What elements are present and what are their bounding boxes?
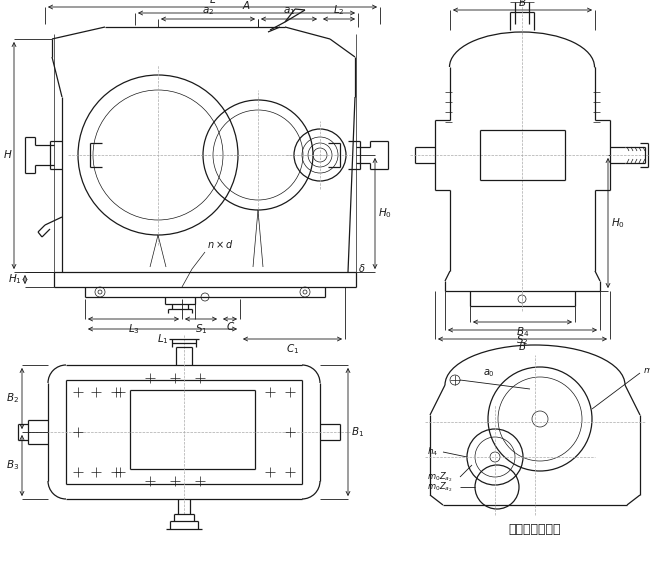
Text: H: H: [3, 150, 11, 160]
Text: $B_3$: $B_3$: [6, 458, 19, 473]
Text: $S_2$: $S_2$: [516, 333, 528, 347]
Text: $a_1$: $a_1$: [283, 5, 295, 17]
Text: $L_1$: $L_1$: [157, 332, 168, 346]
Text: $S_1$: $S_1$: [195, 322, 207, 336]
Text: $a_2$: $a_2$: [202, 5, 214, 17]
Text: $B_2$: $B_2$: [6, 392, 19, 406]
Text: $a_0$: $a_0$: [483, 367, 495, 379]
Text: $L_2$: $L_2$: [333, 3, 344, 17]
Text: A: A: [243, 1, 250, 11]
Text: $B_4$: $B_4$: [516, 325, 529, 339]
Text: $\delta$: $\delta$: [358, 262, 365, 274]
Text: B: B: [519, 0, 526, 8]
Text: $H_1$: $H_1$: [8, 272, 22, 286]
Text: $H_0$: $H_0$: [611, 216, 625, 230]
Text: $n\times d$: $n\times d$: [207, 238, 233, 250]
Text: $m_0Z_{a_2}$: $m_0Z_{a_2}$: [427, 480, 452, 494]
Text: $L_3$: $L_3$: [127, 322, 139, 336]
Text: B: B: [519, 342, 526, 352]
Text: L: L: [209, 0, 215, 5]
Text: C: C: [226, 322, 233, 332]
Text: $m_1Z_{a_1}$: $m_1Z_{a_1}$: [643, 364, 650, 378]
Text: $h_4$: $h_4$: [427, 446, 438, 458]
Text: 惰轮部分尺寸图: 惰轮部分尺寸图: [509, 523, 561, 536]
Text: $C_1$: $C_1$: [286, 342, 299, 356]
Text: $m_0Z_{a_2}$: $m_0Z_{a_2}$: [427, 470, 452, 484]
Text: $B_1$: $B_1$: [351, 425, 364, 439]
Text: $H_0$: $H_0$: [378, 207, 392, 220]
